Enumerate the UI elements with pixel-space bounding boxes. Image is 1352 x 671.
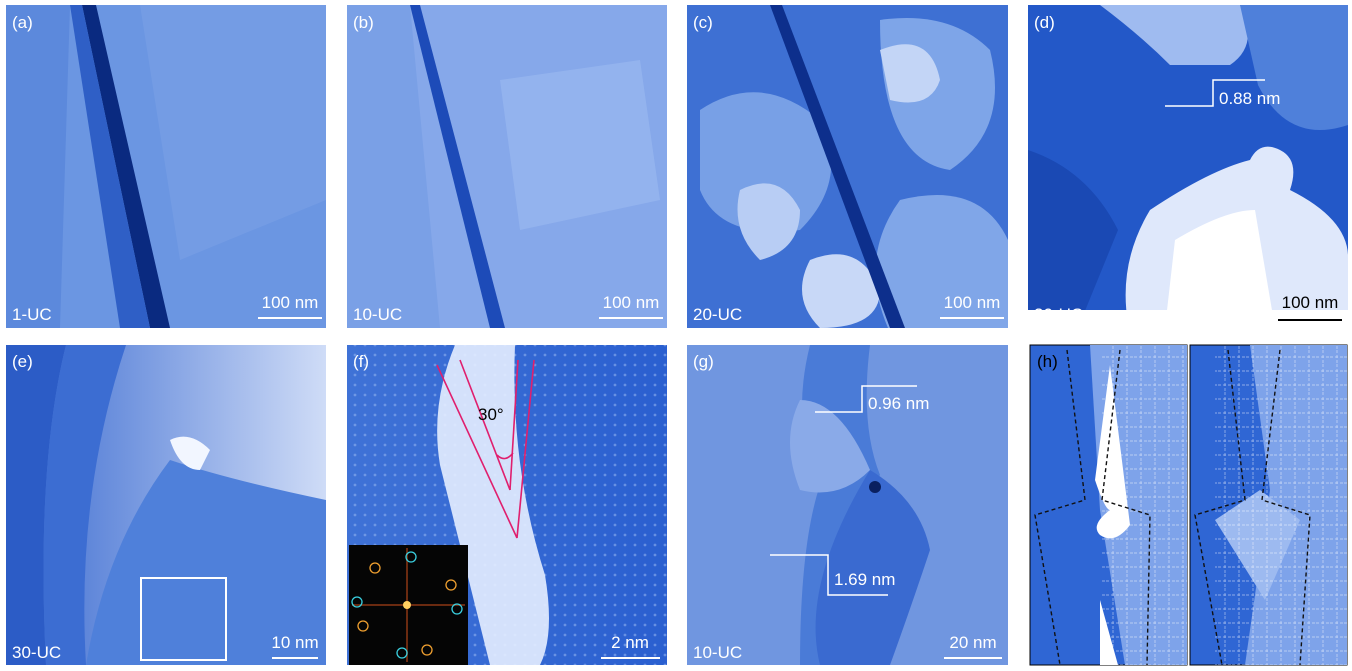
sample-label: 30-UC	[12, 643, 61, 662]
sample-label: 20-UC	[693, 305, 742, 324]
scale-bar-label: 2 nm	[611, 633, 649, 652]
scale-bar-label: 100 nm	[944, 293, 1001, 312]
scale-bar-label: 20 nm	[949, 633, 996, 652]
panel-label: (d)	[1034, 13, 1055, 32]
panel-label: (e)	[12, 352, 33, 371]
panel-label: (g)	[693, 352, 714, 371]
scale-bar-label: 100 nm	[262, 293, 319, 312]
panel-c-image	[687, 5, 1008, 328]
panel-label: (f)	[353, 352, 369, 371]
panel-label: (b)	[353, 13, 374, 32]
panel-g-image	[687, 345, 1008, 665]
panel-label: (c)	[693, 13, 713, 32]
sample-label: 10-UC	[353, 305, 402, 324]
sample-label: 1-UC	[12, 305, 52, 324]
sample-label: 10-UC	[693, 643, 742, 662]
panel-b-image	[347, 5, 667, 328]
step-height-label: 0.88 nm	[1219, 89, 1280, 108]
panel-d-image	[1028, 5, 1348, 328]
panel-f-image	[347, 345, 667, 665]
step-height-label: 0.96 nm	[868, 394, 929, 413]
panel-h-image	[1030, 345, 1347, 665]
panel-label: (h)	[1037, 352, 1058, 371]
scale-bar-label: 10 nm	[271, 633, 318, 652]
panel-label: (a)	[12, 13, 33, 32]
panel-e-image	[6, 345, 326, 665]
step-height-label: 1.69 nm	[834, 570, 895, 589]
angle-label: 30°	[478, 405, 504, 424]
panel-a-image	[6, 5, 326, 328]
scale-bar-label: 100 nm	[603, 293, 660, 312]
figure: (a) (b) (c) (d) (e) (f) (g) (h) 1-UC 10-…	[0, 0, 1352, 666]
sample-label: 30-UC	[1034, 305, 1083, 324]
scale-bar-label: 100 nm	[1282, 293, 1339, 312]
